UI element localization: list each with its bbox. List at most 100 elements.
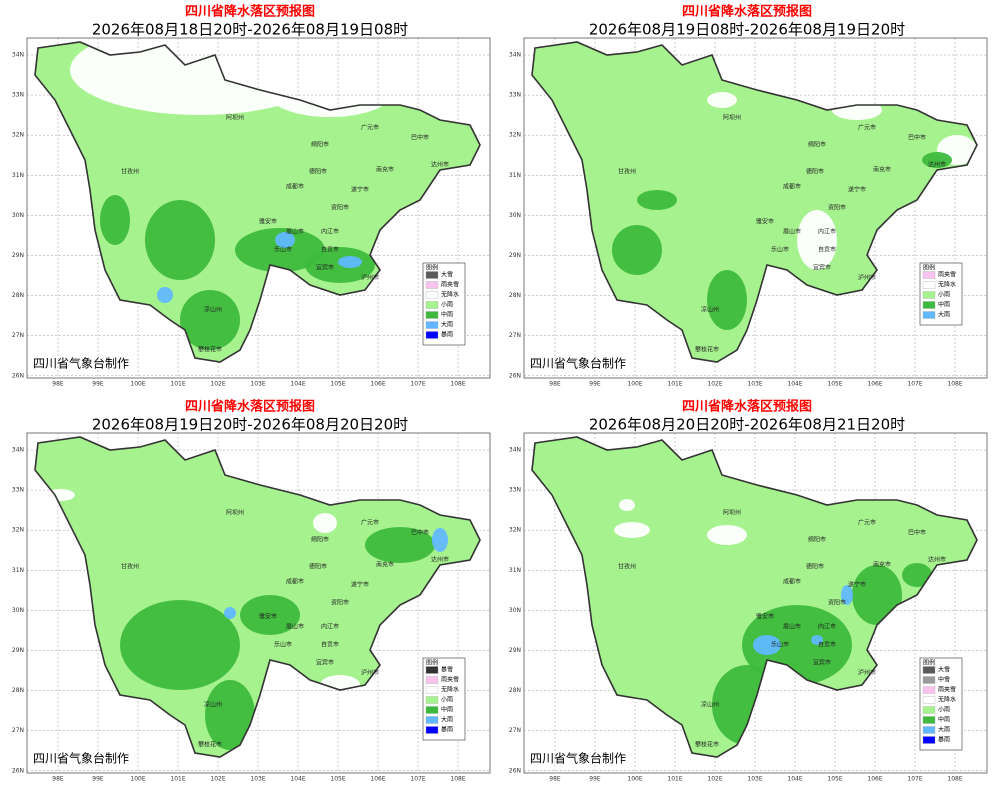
precip-zone xyxy=(157,287,173,303)
place-label: 眉山市 xyxy=(286,623,304,631)
forecast-period: 2026年08月19日08时-2026年08月19日20时 xyxy=(589,21,905,39)
place-label: 凉山州 xyxy=(701,701,719,709)
place-label: 雅安市 xyxy=(259,218,277,226)
legend-label: 暴雨 xyxy=(441,727,453,734)
lon-label: 101E xyxy=(667,776,682,783)
lat-label: 31N xyxy=(12,567,24,574)
place-label: 乐山市 xyxy=(274,641,292,649)
place-label: 巴中市 xyxy=(908,529,926,537)
place-label: 资阳市 xyxy=(331,204,349,212)
place-label: 遂宁市 xyxy=(351,186,369,194)
place-label: 雅安市 xyxy=(756,613,774,621)
precip-zone xyxy=(619,499,635,511)
place-label: 南充市 xyxy=(376,561,394,569)
precip-zone xyxy=(240,595,300,635)
lat-label: 34N xyxy=(12,52,24,59)
legend-label: 大雪 xyxy=(441,271,453,279)
credit: 四川省气象台制作 xyxy=(33,356,129,371)
legend-label: 雨夹雪 xyxy=(441,676,459,684)
lon-label: 102E xyxy=(707,776,722,783)
place-label: 宜宾市 xyxy=(813,659,831,667)
legend-swatch xyxy=(425,291,439,299)
lat-label: 32N xyxy=(509,527,521,534)
place-label: 攀枝花市 xyxy=(198,741,222,749)
precip-zone xyxy=(120,600,240,690)
lon-label: 100E xyxy=(627,776,642,783)
place-label: 达州市 xyxy=(928,556,946,564)
lat-label: 30N xyxy=(509,607,521,614)
lon-label: 105E xyxy=(827,381,842,388)
place-label: 内江市 xyxy=(321,623,339,631)
lon-label: 107E xyxy=(907,381,922,388)
precip-zone xyxy=(811,635,823,645)
forecast-period: 2026年08月19日20时-2026年08月20日20时 xyxy=(92,416,408,434)
map-title: 四川省降水落区预报图 xyxy=(185,399,315,415)
legend-swatch xyxy=(922,676,936,684)
legend-label: 无降水 xyxy=(938,281,956,289)
legend-label: 无降水 xyxy=(441,686,459,694)
legend-label: 小雨 xyxy=(441,301,453,309)
lon-label: 104E xyxy=(290,381,305,388)
place-label: 甘孜州 xyxy=(121,563,139,571)
legend-label: 雨夹雪 xyxy=(441,281,459,289)
place-label: 阿坝州 xyxy=(226,509,244,517)
credit: 四川省气象台制作 xyxy=(33,751,129,766)
precip-zone xyxy=(612,225,662,275)
legend-swatch xyxy=(425,706,439,714)
lon-label: 107E xyxy=(410,381,425,388)
lon-label: 102E xyxy=(210,381,225,388)
place-label: 绵阳市 xyxy=(808,536,826,544)
precip-zone xyxy=(365,527,435,563)
lon-label: 98E xyxy=(52,776,64,783)
lon-label: 108E xyxy=(450,776,465,783)
lat-label: 33N xyxy=(12,92,24,99)
lat-label: 30N xyxy=(12,607,24,614)
lat-label: 28N xyxy=(12,687,24,694)
place-label: 眉山市 xyxy=(783,623,801,631)
place-label: 巴中市 xyxy=(411,134,429,142)
place-label: 巴中市 xyxy=(411,529,429,537)
place-label: 德阳市 xyxy=(806,168,824,176)
lat-label: 27N xyxy=(12,727,24,734)
map-title: 四川省降水落区预报图 xyxy=(682,399,812,415)
place-label: 攀枝花市 xyxy=(695,741,719,749)
place-label: 成都市 xyxy=(783,578,801,586)
place-label: 泸州市 xyxy=(858,669,876,677)
legend-swatch xyxy=(425,321,439,329)
place-label: 自贡市 xyxy=(818,246,836,254)
place-label: 甘孜州 xyxy=(618,563,636,571)
lat-label: 27N xyxy=(509,332,521,339)
place-label: 攀枝花市 xyxy=(198,346,222,354)
lat-label: 30N xyxy=(12,212,24,219)
place-label: 成都市 xyxy=(286,578,304,586)
lat-label: 33N xyxy=(509,92,521,99)
precip-zone xyxy=(100,195,130,245)
legend-label: 大雨 xyxy=(938,726,950,734)
place-label: 德阳市 xyxy=(309,168,327,176)
lon-label: 107E xyxy=(410,776,425,783)
legend-swatch xyxy=(922,706,936,714)
legend-label: 无降水 xyxy=(441,291,459,299)
lon-label: 103E xyxy=(250,776,265,783)
place-label: 南充市 xyxy=(873,561,891,569)
lat-label: 29N xyxy=(509,252,521,259)
place-label: 成都市 xyxy=(783,183,801,191)
legend-label: 中雪 xyxy=(938,676,950,684)
place-label: 乐山市 xyxy=(771,641,789,649)
place-label: 雅安市 xyxy=(259,613,277,621)
precip-area xyxy=(532,42,977,362)
lat-label: 26N xyxy=(12,767,24,774)
place-label: 泸州市 xyxy=(858,274,876,282)
legend-swatch xyxy=(922,666,936,674)
place-label: 雅安市 xyxy=(756,218,774,226)
legend-swatch xyxy=(922,716,936,724)
place-label: 遂宁市 xyxy=(351,581,369,589)
legend-label: 大雨 xyxy=(938,311,950,319)
lon-label: 107E xyxy=(907,776,922,783)
lon-label: 104E xyxy=(787,381,802,388)
legend-swatch xyxy=(425,331,439,339)
lon-label: 100E xyxy=(130,776,145,783)
